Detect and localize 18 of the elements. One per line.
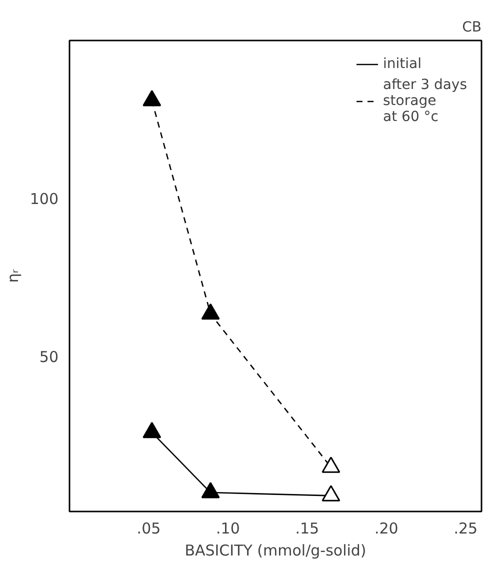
x-tick-label: .20 [374, 520, 398, 538]
legend-label: initial [383, 56, 422, 72]
point [322, 456, 340, 473]
point [201, 303, 220, 320]
point [142, 422, 162, 438]
x-tick-label: .25 [454, 520, 478, 538]
point [322, 485, 340, 502]
x-tick-label: .15 [295, 520, 320, 538]
x-tick-label: .10 [216, 520, 240, 538]
x-tick-label: .05 [136, 520, 161, 538]
x-axis-title: BASICITY (mmol/g-solid) [184, 542, 366, 560]
point [201, 482, 220, 498]
chart-title: CB [462, 20, 482, 36]
point [142, 90, 162, 106]
y-tick-label: 100 [30, 190, 59, 208]
y-tick-label: 50 [39, 348, 59, 366]
y-axis-title: ηᵣ [4, 269, 22, 283]
legend-label: after 3 days storage at 60 °c [383, 77, 467, 125]
